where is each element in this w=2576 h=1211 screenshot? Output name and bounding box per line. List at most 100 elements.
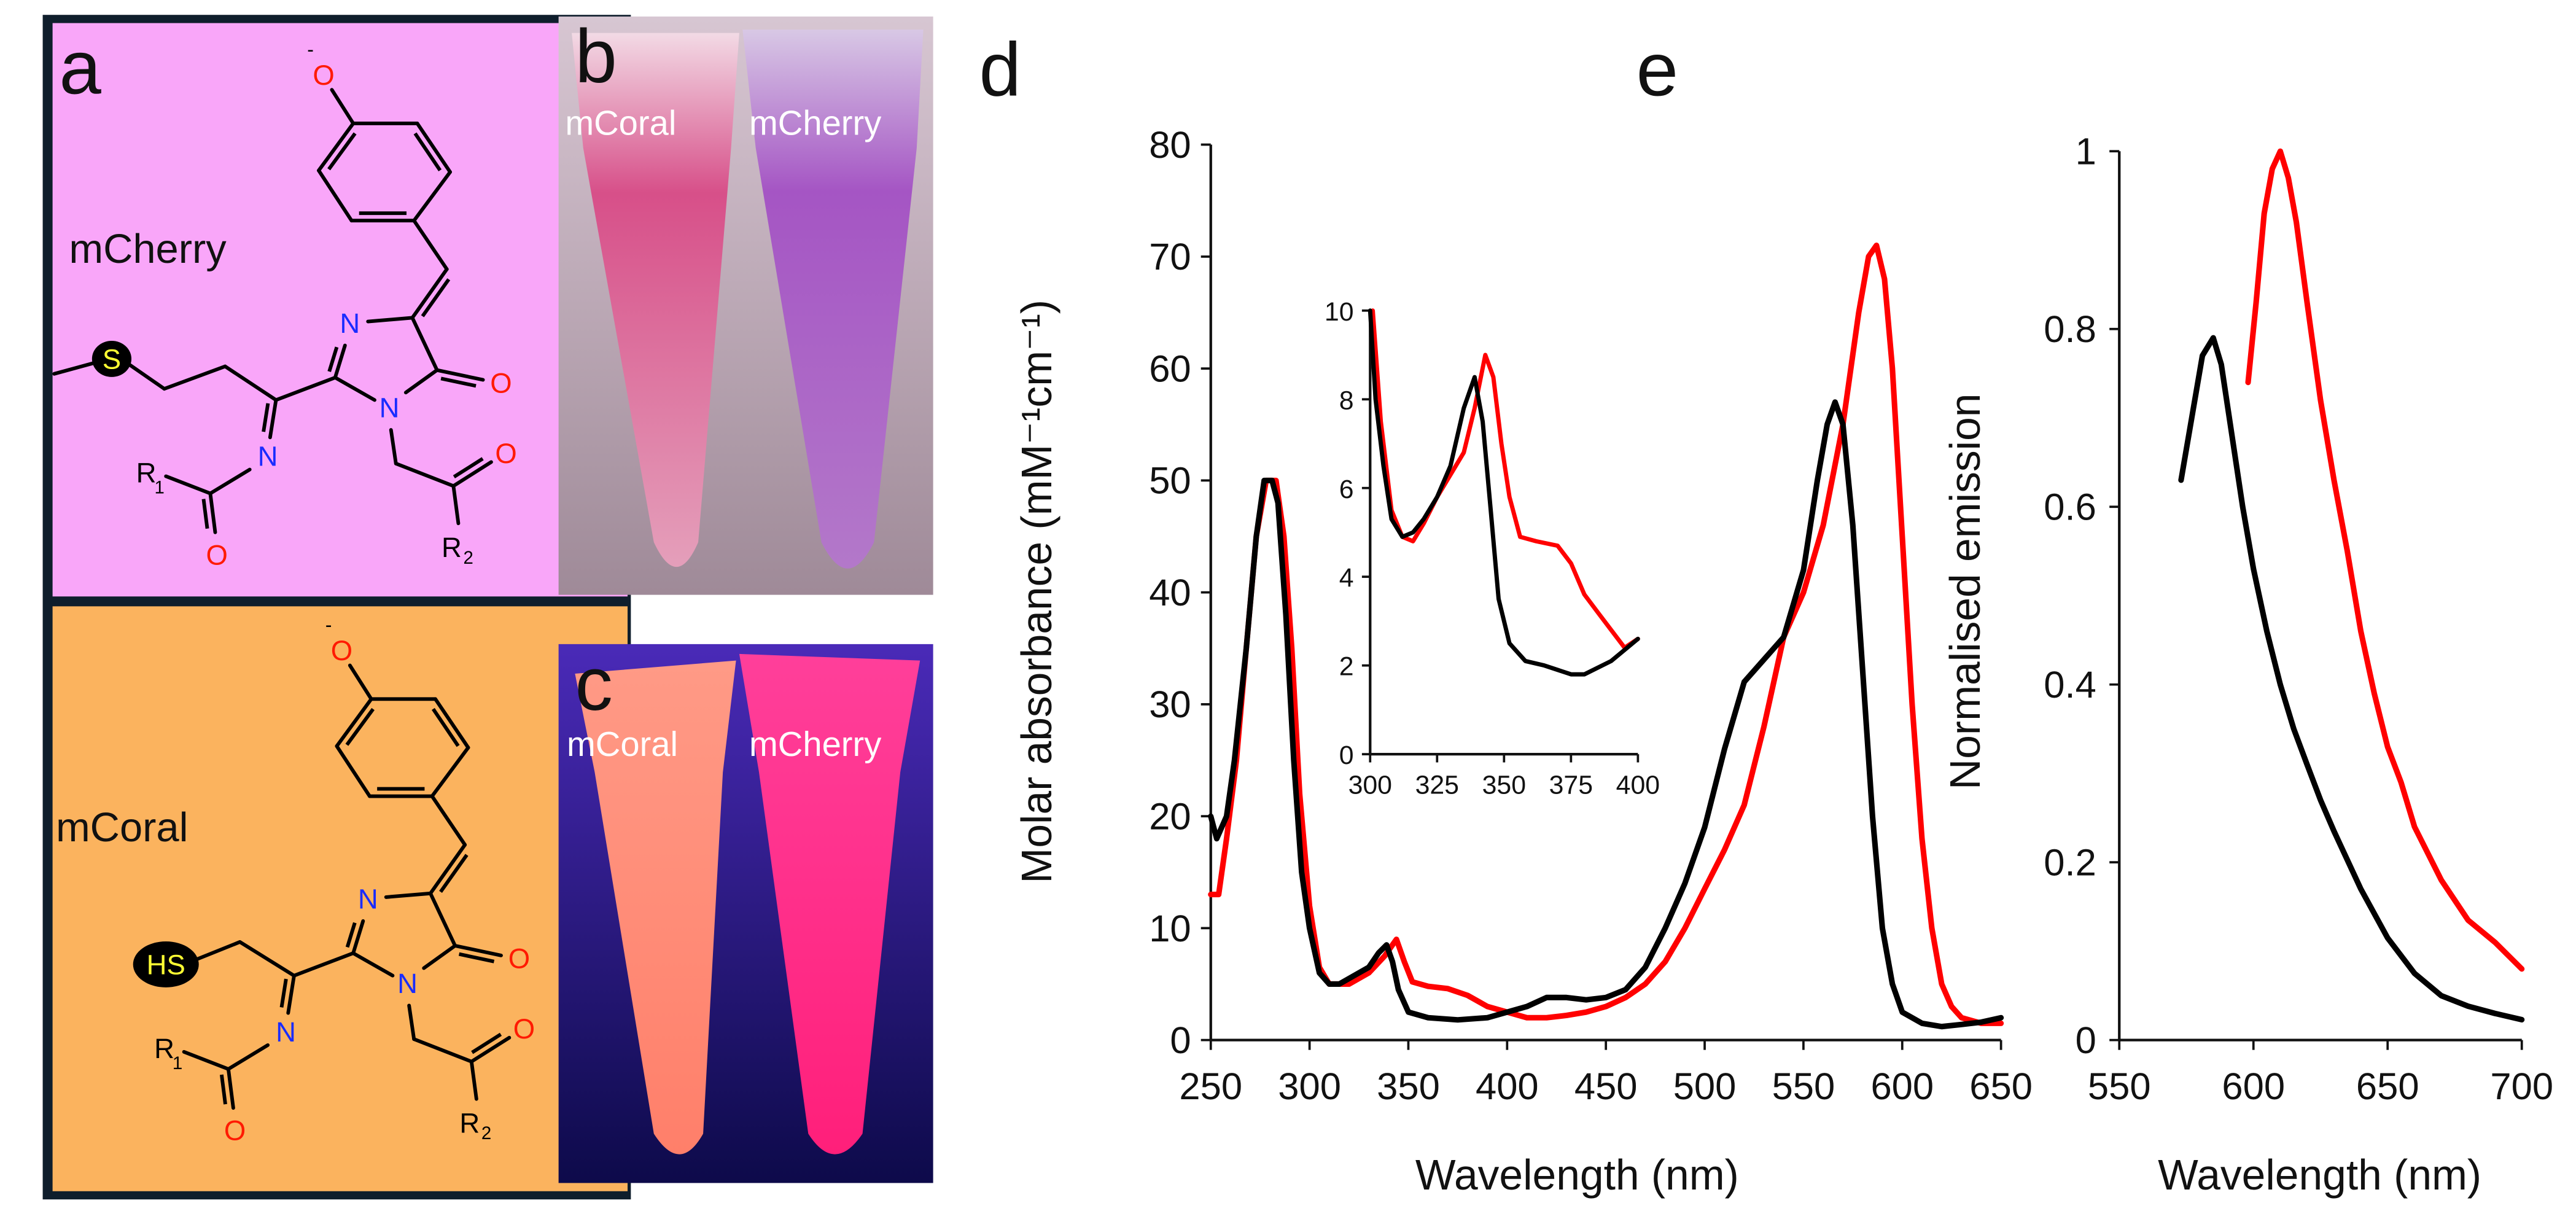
bond [384,891,432,899]
x-axis-title: Wavelength (nm) [1415,1151,1739,1199]
bond [128,363,166,391]
y-tick-label: 60 [1149,348,1191,390]
bond [335,697,373,748]
x-axis-title: Wavelength (nm) [2158,1151,2481,1199]
y-tick-label: 0.4 [2044,664,2096,706]
thiol-label: HS [147,949,185,980]
mcherry-name: mCherry [69,226,227,272]
acyl-oxygen-label: O [224,1115,246,1147]
double-bond [471,1032,502,1054]
y-tick-label: 10 [1325,297,1354,327]
mcoral-tube-daylight [572,33,739,567]
y-tick-label: 2 [1339,652,1354,682]
double-bond [327,346,339,372]
bond [407,1003,416,1042]
panel-letter-a: a [59,26,101,111]
imidazolone-n3-label: N [340,308,360,339]
phenolate-oxygen-label: O [313,60,334,91]
x-tick-label: 325 [1415,770,1459,800]
x-tick-label: 600 [2222,1065,2285,1108]
bond [208,467,252,496]
y-tick-label: 0 [1170,1019,1191,1062]
y-tick-label: 40 [1149,572,1191,614]
bond [162,364,227,391]
y-tick-label: 80 [1149,124,1191,166]
phenolate-oxygen-label: O [331,635,352,666]
mcoral-name: mCoral [56,804,189,851]
y-tick-label: 6 [1339,475,1354,504]
bond [469,1035,512,1064]
panel-letter-c: c [575,642,613,726]
photo-c-mcoral-label: mCoral [567,725,678,763]
double-bond [345,707,375,746]
y-tick-label: 0.2 [2044,842,2096,884]
double-bond [327,132,357,171]
bond [268,398,278,440]
mcoral-structure-background [52,606,628,1191]
imidazolone-n1-label: N [379,392,400,424]
imidazolone-n1-label: N [397,968,418,999]
emission-chart: 550 600 650 700 0 0.2 0.4 0.6 0.8 1 Wavelength (nm… [1941,131,2553,1199]
bond [335,744,372,798]
x-tick-label: 300 [1278,1065,1341,1108]
mcherry-tube-uv [739,653,920,1155]
x-tick-label: 700 [2490,1065,2553,1108]
imidazolone-n3-label: N [358,883,378,914]
y-axis-title: Molar absorbance (mM⁻¹cm⁻¹) [1013,300,1060,884]
bond [410,316,439,372]
y-tick-label: 50 [1149,460,1191,502]
mcoral-series-line [2178,335,2525,1023]
r2-subscript: 2 [481,1123,491,1143]
bond [429,891,457,948]
bond [403,368,439,395]
photo-c-mcherry-label: mCherry [749,725,881,763]
bond [226,1067,235,1110]
bond [469,1059,478,1101]
amide-oxygen-label: O [513,1013,535,1045]
mcoral-series-line [1368,308,1640,677]
bond [415,122,452,174]
mcherry-series-line [1371,308,1640,650]
absorbance-chart: 250 300 350 400 450 500 550 600 6500102030405060… [1013,124,2033,1199]
mcherry-tube-daylight [742,29,924,569]
bond [223,364,278,402]
imidazolone-oxygen-label: O [490,367,512,399]
bond [422,944,457,970]
absorbance-inset-chart: 300 325 350 375 400 0 2 4 6 8 10 [1325,297,1660,800]
double-bond [431,707,460,747]
mcoral-series-line [1208,399,2004,1030]
r1-subscript: 1 [154,478,164,498]
bond [274,375,337,402]
x-tick-label: 350 [1482,770,1526,800]
y-tick-label: 4 [1339,563,1354,593]
panel-letter-e: e [1636,28,1678,112]
x-tick-label: 650 [2356,1065,2419,1108]
mcoral-tube-uv [575,660,736,1155]
y-tick-label: 0.6 [2044,486,2096,529]
amide-oxygen-label: O [495,438,516,469]
panel-b-photo: b mCoral mCherry [558,15,933,595]
bond [412,1037,473,1064]
r1-label: R [136,458,157,489]
bond [317,168,354,223]
y-tick-label: 20 [1149,796,1191,838]
y-tick-label: 70 [1149,236,1191,278]
bond [238,940,296,978]
bond [434,697,470,750]
bond [451,484,461,526]
bond [330,88,356,125]
bond [317,122,356,173]
bond [412,219,449,271]
bond [429,843,467,895]
mcherry-structure-background [52,23,628,597]
double-bond [345,922,357,948]
r2-label: R [442,532,462,563]
y-tick-label: 8 [1339,386,1354,415]
double-bond [219,1074,227,1105]
bond [208,491,217,534]
thiol-highlight [133,941,199,987]
photo-b-mcherry-label: mCherry [749,104,881,142]
mcherry-series-line [1208,243,2004,1026]
